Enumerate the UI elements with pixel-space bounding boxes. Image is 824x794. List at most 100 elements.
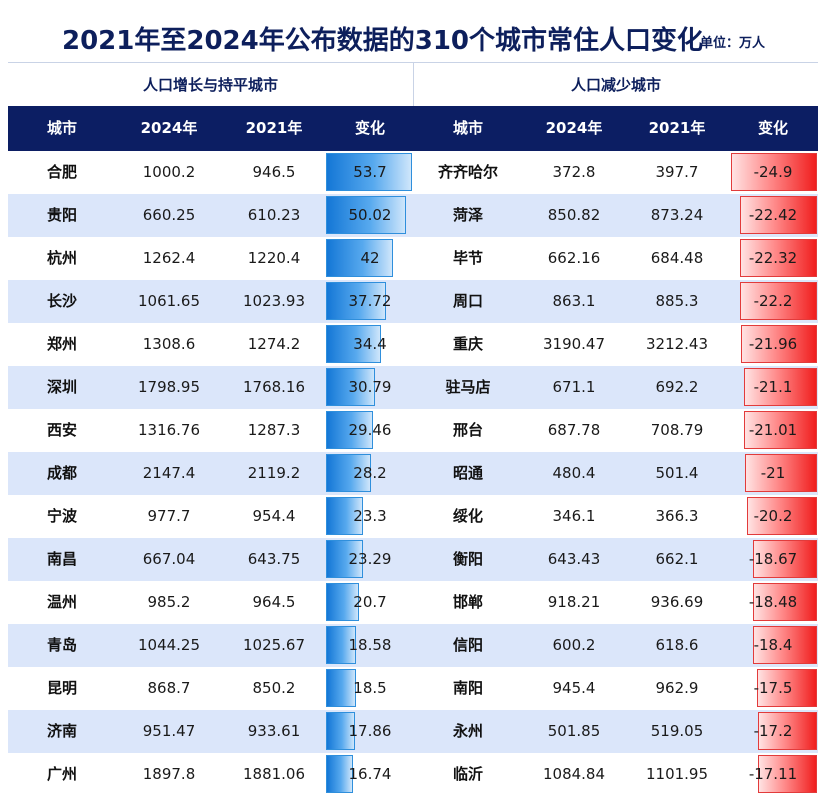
table-row: 深圳 1798.95 1768.16 30.79 驻马店 671.1 692.2 -21.1 [8,366,818,409]
increase-2021-value: 610.23 [247,206,301,224]
decrease-2024-value: 662.16 [547,249,601,267]
header-change-left: 变化 [354,119,385,137]
decrease-2021-value: 662.1 [655,550,699,568]
decrease-change-label: -17.2 [753,722,793,740]
decrease-change-label: -24.9 [753,163,793,181]
increase-2024-value: 951.47 [142,722,196,740]
increase-change-bar [326,497,364,535]
decrease-2024-value: 3190.47 [542,335,606,353]
decrease-change-label: -21 [760,464,786,482]
table-row: 宁波 977.7 954.4 23.3 绥化 346.1 366.3 -20.2 [8,495,818,538]
increase-city: 济南 [46,722,77,740]
increase-change-label: 18.5 [353,679,387,697]
table-row: 青岛 1044.25 1025.67 18.58 信阳 600.2 618.6 -18.4 [8,624,818,667]
increase-2024-value: 2147.4 [142,464,196,482]
increase-2024-value: 1061.65 [137,292,201,310]
decrease-change-bar [753,626,817,664]
table-row: 温州 985.2 964.5 20.7 邯郸 918.21 936.69 -18.48 [8,581,818,624]
decrease-city: 临沂 [452,765,483,783]
table-row: 杭州 1262.4 1220.4 42 毕节 662.16 684.48 -22.32 [8,237,818,280]
increase-2021-value: 1287.3 [247,421,301,439]
population-change-table: 2021年至2024年公布数据的310个城市常住人口变化 单位：万人 人口增长与… [8,0,818,794]
increase-2024-value: 660.25 [142,206,196,224]
increase-2021-value: 964.5 [252,593,296,611]
decrease-city: 永州 [452,722,483,740]
table-row: 合肥 1000.2 946.5 53.7 齐齐哈尔 372.8 397.7 -24.9 [8,151,818,194]
decrease-change-bar [731,153,817,191]
increase-city: 合肥 [46,163,77,181]
decrease-city: 绥化 [452,507,483,525]
section-headers: 人口增长与持平城市 人口减少城市 [8,62,818,107]
decrease-2021-value: 692.2 [655,378,699,396]
increase-2021-value: 1274.2 [247,335,301,353]
decrease-change-label: -21.01 [748,421,798,439]
decrease-2021-value: 366.3 [655,507,699,525]
increase-2024-value: 1262.4 [142,249,196,267]
decrease-2021-value: 885.3 [655,292,699,310]
decrease-city: 信阳 [452,636,483,654]
increase-2021-value: 954.4 [252,507,296,525]
increase-city: 杭州 [46,249,77,267]
increase-2024-value: 1316.76 [137,421,201,439]
increase-2021-value: 1025.67 [242,636,306,654]
increase-change-label: 23.3 [353,507,387,525]
header-city-left: 城市 [46,119,77,137]
increase-city: 广州 [46,765,77,783]
header-2024-left: 2024年 [140,119,198,137]
decrease-change-label: -22.32 [748,249,798,267]
header-city-right: 城市 [452,119,483,137]
decrease-city: 周口 [452,292,483,310]
increase-city: 成都 [46,464,77,482]
increase-city: 温州 [46,593,77,611]
decrease-city: 衡阳 [452,550,483,568]
increase-change-bar [326,540,364,578]
header-change-right: 变化 [757,119,788,137]
decrease-change-bar [752,540,817,578]
increase-2024-value: 1897.8 [142,765,196,783]
decrease-change-label: -20.2 [753,507,793,525]
decrease-change-label: -17.5 [753,679,793,697]
table-row: 广州 1897.8 1881.06 16.74 临沂 1084.84 1101.95 -17.… [8,753,818,794]
increase-2024-value: 868.7 [147,679,191,697]
decrease-change-bar [741,325,817,363]
decrease-2021-value: 684.48 [650,249,704,267]
decrease-change-label: -18.67 [748,550,798,568]
increase-city: 宁波 [46,507,77,525]
increase-change-bar [326,196,407,234]
increase-change-bar [326,626,356,664]
decrease-change-label: -21.96 [748,335,798,353]
increase-city: 南昌 [46,550,77,568]
decrease-2024-value: 643.43 [547,550,601,568]
increase-change-label: 53.7 [353,163,387,181]
decrease-change-bar [739,239,817,277]
decrease-change-bar [753,583,817,621]
decrease-2024-value: 687.78 [547,421,601,439]
increase-change-label: 18.58 [348,636,392,654]
decrease-2021-value: 397.7 [655,163,699,181]
increase-2024-value: 1044.25 [137,636,201,654]
decrease-city: 驻马店 [445,378,491,396]
decrease-2021-value: 936.69 [650,593,704,611]
increase-city: 西安 [46,421,77,439]
increase-2024-value: 1308.6 [142,335,196,353]
increase-change-label: 20.7 [353,593,387,611]
increase-change-bar [326,282,387,320]
decrease-2021-value: 519.05 [650,722,704,740]
decrease-change-bar [757,755,817,793]
unit-label: 单位：万人 [700,36,766,51]
increase-change-label: 23.29 [348,550,392,568]
decrease-2021-value: 873.24 [650,206,704,224]
increase-2021-value: 933.61 [247,722,301,740]
increase-change-label: 30.79 [348,378,392,396]
increase-city: 昆明 [46,679,77,697]
decrease-change-bar [744,411,817,449]
decrease-2021-value: 3212.43 [645,335,709,353]
increase-city: 贵阳 [46,206,77,224]
increase-change-bar [326,454,372,492]
increase-2021-value: 2119.2 [247,464,301,482]
increase-change-bar [326,411,374,449]
decrease-change-label: -22.2 [753,292,793,310]
increase-change-label: 50.02 [348,206,392,224]
increase-2021-value: 643.75 [247,550,301,568]
column-header-row: 城市 2024年 2021年 变化 城市 2024年 2021年 变化 [8,106,818,151]
